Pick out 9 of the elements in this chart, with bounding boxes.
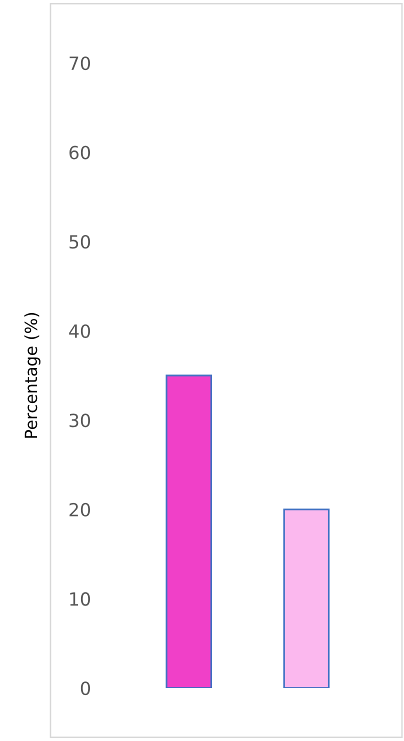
y-tick-label: 0 xyxy=(80,681,90,696)
y-tick-label: 30 xyxy=(70,414,90,428)
y-tick-label: 60 xyxy=(69,146,90,160)
y-tick-label: 70 xyxy=(70,56,90,70)
y-tick-label: 20 xyxy=(70,502,90,517)
y-axis-title: Percentage (%) xyxy=(24,312,40,438)
y-tick-label: 10 xyxy=(70,592,90,606)
y-tick-label: 40 xyxy=(69,324,90,338)
y-tick-label: 50 xyxy=(70,235,90,249)
